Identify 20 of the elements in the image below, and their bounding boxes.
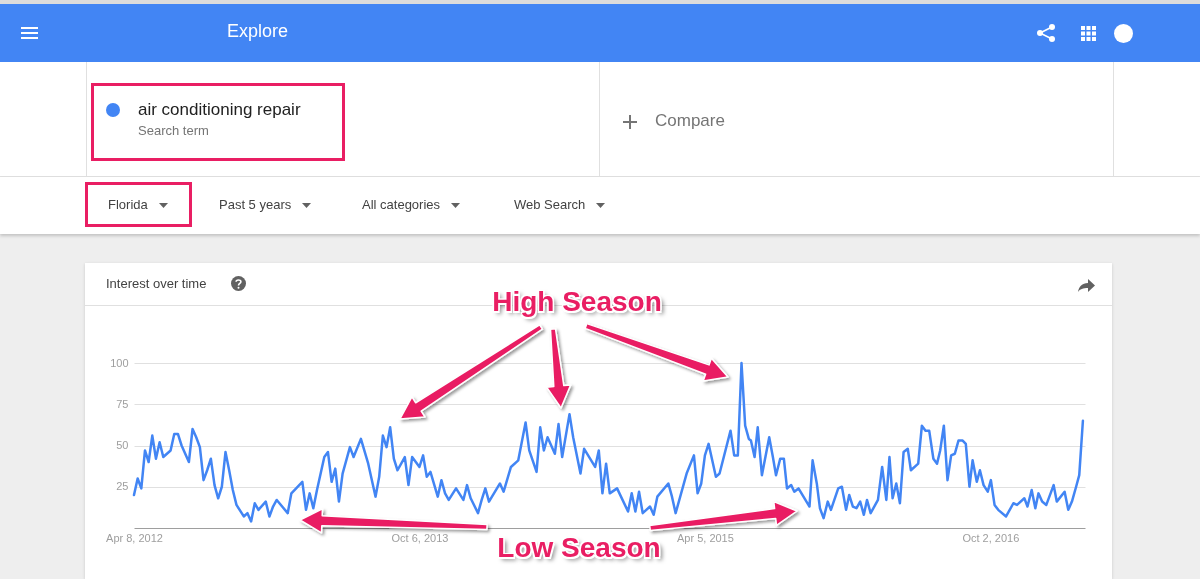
x-tick-label: Apr 8, 2012 xyxy=(106,531,163,544)
text: Florida xyxy=(108,196,148,214)
x-tick-label: Apr 5, 2015 xyxy=(676,531,734,544)
chart-title: Interest over time xyxy=(106,276,207,292)
text: Compare xyxy=(655,111,725,132)
x-tick-label: Oct 2, 2016 xyxy=(962,531,1020,544)
y-tick-label: 75 xyxy=(116,397,129,410)
legend-label: air conditioning repair xyxy=(138,99,301,121)
y-tick-label: 100 xyxy=(110,356,129,369)
y-tick-label: 25 xyxy=(116,480,129,493)
text: All categories xyxy=(362,196,441,214)
text: Past 5 years xyxy=(219,196,292,214)
x-tick-label: Oct 6, 2013 xyxy=(391,531,449,544)
line-series xyxy=(132,361,1085,523)
text: Low Season xyxy=(497,531,661,565)
text: High Season xyxy=(492,285,662,319)
y-tick-label: 50 xyxy=(116,439,129,451)
text: Web Search xyxy=(514,196,586,214)
text: Search term xyxy=(138,123,209,139)
text: Explore xyxy=(227,21,289,43)
